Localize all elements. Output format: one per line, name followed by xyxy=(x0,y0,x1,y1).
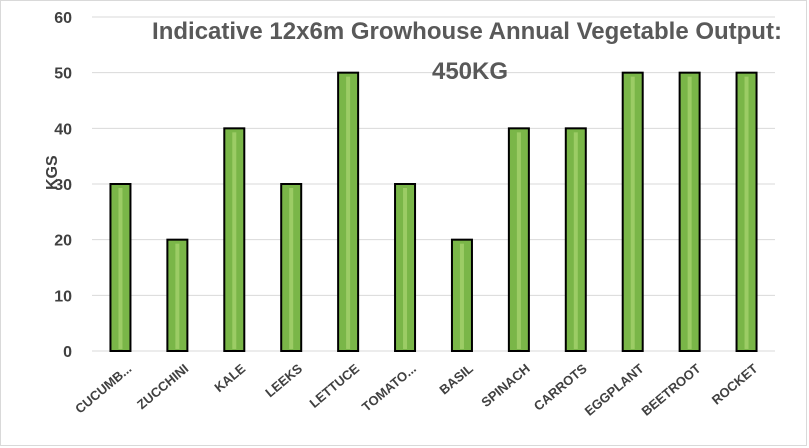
bar-highlight xyxy=(175,243,180,349)
x-tick-label: CUCUMB... xyxy=(72,361,134,417)
x-tick-label: ZUCCHINI xyxy=(134,361,191,412)
x-tick-labels: CUCUMB... ZUCCHINI KALE LEEKS LETTUCETOMATO.… xyxy=(72,361,760,419)
bar-highlight xyxy=(232,132,237,349)
y-tick-label: 0 xyxy=(63,344,72,361)
bar-highlight xyxy=(687,76,692,350)
y-tick-label: 40 xyxy=(54,121,72,138)
chart-title: Indicative 12x6m Growhouse Annual Vegeta… xyxy=(152,18,782,45)
y-tick-label: 30 xyxy=(54,177,72,194)
x-tick-label: SPINACH xyxy=(478,361,532,410)
bar-highlight xyxy=(459,243,464,349)
x-tick-label: LEEKS xyxy=(262,361,305,401)
x-tick-label: BASIL xyxy=(436,361,476,398)
x-tick-label: BEETROOT xyxy=(639,361,704,419)
bars xyxy=(109,71,758,353)
x-tick-label: LETTUCE xyxy=(306,361,362,411)
y-tick-label: 20 xyxy=(54,233,72,250)
bar-highlight xyxy=(573,132,578,349)
y-axis-label: KGS xyxy=(44,155,61,190)
y-tick-label: 10 xyxy=(54,288,72,305)
x-tick-label: ROCKET xyxy=(709,361,761,408)
y-tick-label: 50 xyxy=(54,66,72,83)
bar-highlight xyxy=(289,188,294,349)
y-tick-labels: 0 10 20 30 40 50 60 xyxy=(54,10,72,361)
x-tick-label: KALE xyxy=(211,361,248,395)
y-tick-label: 60 xyxy=(54,10,72,27)
x-tick-label: EGGPLANT xyxy=(582,361,647,419)
bar-highlight xyxy=(403,188,408,349)
bar-highlight xyxy=(118,188,123,349)
bar-highlight xyxy=(630,76,635,350)
gridlines xyxy=(92,16,775,352)
chart-subtitle: 450KG xyxy=(431,58,509,85)
x-tick-label: CARROTS xyxy=(531,361,590,414)
bar-highlight xyxy=(744,76,749,350)
bar-highlight xyxy=(346,76,351,350)
x-tick-label: TOMATO... xyxy=(359,361,419,415)
bar-highlight xyxy=(516,132,521,349)
